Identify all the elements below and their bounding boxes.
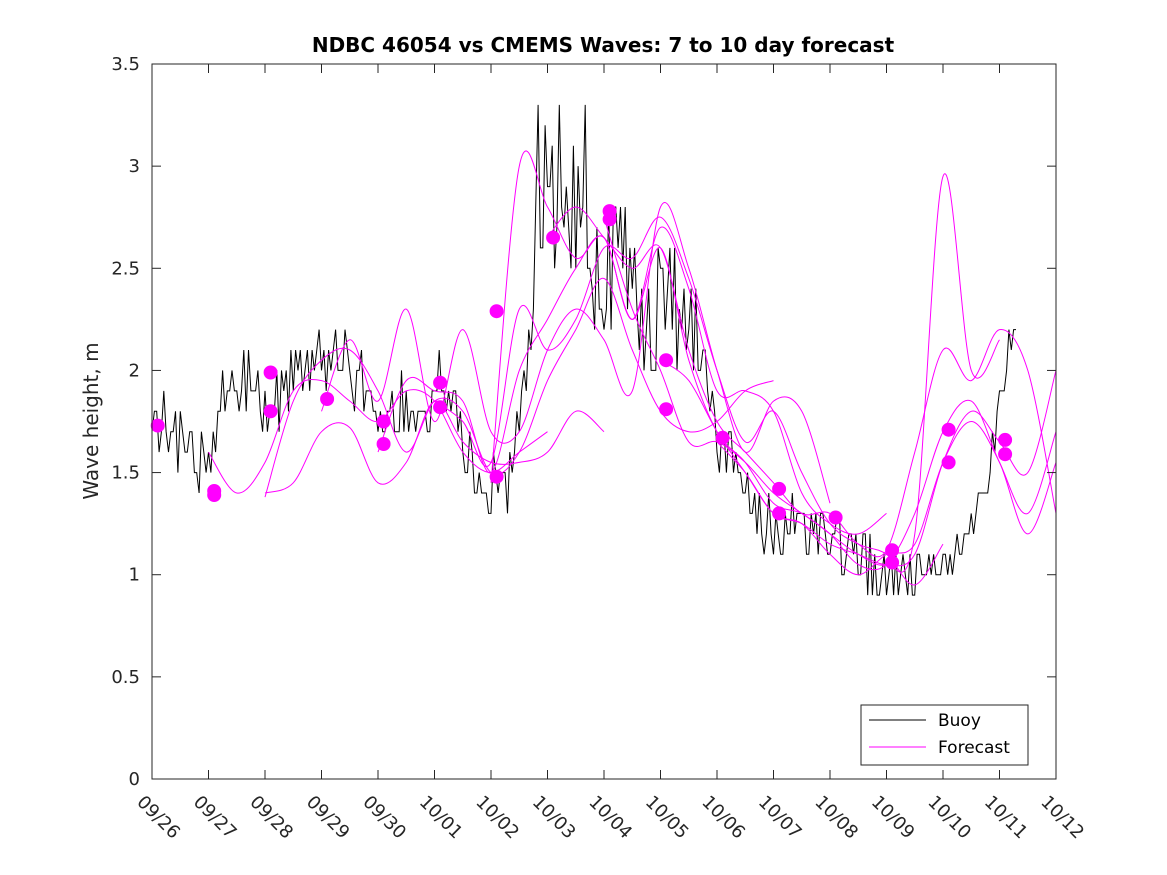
forecast-start-marker (772, 481, 787, 496)
y-tick-label: 0 (129, 769, 140, 790)
forecast-line-3 (264, 277, 774, 498)
forecast-line-9 (603, 217, 1057, 571)
forecast-start-marker (772, 506, 787, 521)
legend-box (860, 704, 1029, 766)
forecast-start-marker (263, 404, 278, 419)
forecast-start-marker (998, 447, 1013, 462)
forecast-line-4 (321, 202, 831, 504)
y-axis-label: Wave height, m (79, 342, 103, 499)
forecast-start-markers (150, 204, 1013, 570)
y-tick-label: 1 (129, 565, 140, 586)
y-tick-label: 3.5 (111, 54, 140, 75)
forecast-start-marker (263, 365, 278, 380)
buoy-line (151, 104, 1016, 596)
y-tick-label: 0.5 (111, 667, 140, 688)
buoy-series (151, 104, 1016, 596)
forecast-start-marker (320, 392, 335, 406)
forecast-start-marker (828, 510, 843, 525)
forecast-start-marker (489, 304, 504, 319)
chart-title: NDBC 46054 vs CMEMS Waves: 7 to 10 day f… (312, 33, 895, 57)
forecast-start-marker (489, 469, 504, 484)
y-tick-label: 3 (129, 156, 140, 177)
forecast-start-marker (885, 555, 900, 570)
legend: Buoy Forecast (860, 704, 1029, 766)
y-tick-label: 2 (129, 360, 140, 381)
forecast-start-marker (376, 414, 391, 429)
forecast-start-marker (376, 437, 391, 451)
forecast-start-marker (941, 455, 956, 470)
forecast-start-marker (433, 375, 448, 390)
forecast-start-marker (207, 488, 222, 502)
forecast-start-marker (433, 400, 448, 415)
y-tick-label: 1.5 (111, 463, 140, 484)
forecast-start-marker (998, 432, 1013, 447)
y-tick-label: 2.5 (111, 258, 140, 279)
legend-buoy-label: Buoy (938, 711, 981, 731)
forecast-line-6 (434, 216, 944, 586)
legend-forecast-label: Forecast (938, 738, 1010, 758)
forecast-start-marker (941, 422, 956, 437)
forecast-start-marker (546, 230, 561, 245)
forecast-start-marker (150, 418, 165, 433)
forecast-start-marker (659, 402, 674, 417)
axes-background (152, 64, 1056, 779)
y-axis-ticks: 0 0.5 1 1.5 2 2.5 3 3.5 (111, 54, 1056, 790)
forecast-line-10 (660, 359, 1057, 576)
forecast-start-marker (602, 212, 617, 227)
forecast-start-marker (885, 543, 900, 558)
forecast-start-marker (715, 430, 730, 445)
forecast-line-8 (547, 206, 1057, 558)
forecast-start-marker (659, 353, 674, 368)
